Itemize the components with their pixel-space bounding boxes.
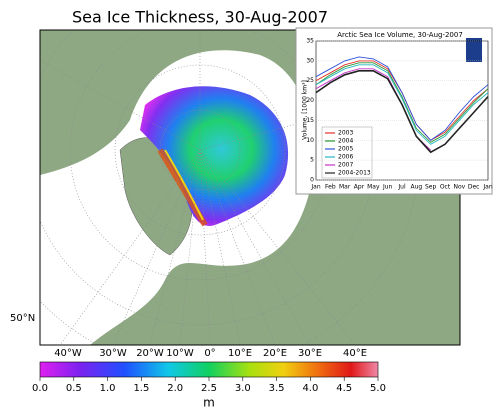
lon-label: 20°E [263, 348, 287, 359]
colorbar-tick-label: 3.5 [269, 383, 285, 394]
sea-ice-thick [164, 149, 204, 221]
series-line [315, 70, 489, 154]
colorbar-tick-label: 1.0 [100, 383, 116, 394]
map-title: Sea Ice Thickness, 30-Aug-2007 [72, 8, 328, 27]
series-line [315, 62, 489, 143]
colorbar-label: m [203, 396, 215, 410]
colorbar-tick-label: 4.0 [302, 383, 318, 394]
sea-ice [140, 86, 289, 226]
legend-label: 2003 [338, 130, 353, 137]
y-tick-label: 10 [306, 137, 314, 144]
colorbar-tick-label: 1.5 [133, 383, 149, 394]
colorbar-tick-label: 3.0 [235, 383, 251, 394]
colorbar [39, 361, 379, 378]
lon-label: 10°E [228, 348, 252, 359]
x-tick-label: Feb [325, 184, 336, 191]
colorbar-tick-label: 4.5 [336, 383, 352, 394]
y-tick-label: 35 [306, 38, 314, 45]
lon-label: 30°W [99, 348, 127, 359]
legend-label: 2006 [338, 154, 353, 161]
y-tick-label: 5 [310, 157, 314, 164]
colorbar-tick-label: 0.5 [66, 383, 82, 394]
legend-label: 2007 [338, 162, 353, 169]
y-tick-label: 0 [310, 177, 314, 184]
legend-label: 2004-2013 [338, 170, 371, 177]
x-tick-label: Jul [397, 184, 406, 191]
x-tick-label: Jun [382, 184, 393, 191]
ocean [40, 224, 110, 330]
legend-label: 2004 [338, 138, 353, 145]
lat-label: 50°N [10, 313, 35, 324]
x-tick-label: Dec [468, 184, 480, 191]
colorbar-tick-label: 2.5 [201, 383, 217, 394]
y-tick-label: 15 [306, 117, 314, 124]
x-tick-label: Jan [310, 184, 320, 191]
x-tick-label: Nov [453, 184, 465, 191]
chart-title: Arctic Sea Ice Volume, 30-Aug-2007 [337, 31, 463, 39]
y-axis-label: Volume, [1000 km³] [302, 80, 309, 140]
x-tick-label: Sep [425, 184, 437, 191]
x-tick-label: Aug [410, 184, 422, 191]
lon-label: 40°E [343, 348, 367, 359]
sea-ice-thick [157, 148, 208, 227]
logo [466, 38, 482, 62]
colorbar-tick-label: 0.0 [32, 383, 48, 394]
colorbar-tick-label: 5.0 [370, 383, 386, 394]
lon-label: 20°W [136, 348, 164, 359]
x-tick-label: Apr [354, 184, 365, 191]
lon-label: 0° [204, 348, 215, 359]
legend-label: 2005 [338, 146, 353, 153]
series-line [315, 56, 489, 141]
y-tick-label: 30 [306, 57, 314, 64]
lon-label: 40°W [54, 348, 82, 359]
y-tick-label: 20 [306, 97, 314, 104]
x-tick-label: May [367, 184, 380, 191]
colorbar-tick-label: 2.0 [167, 383, 183, 394]
lon-label: 10°W [166, 348, 194, 359]
legend [321, 126, 373, 179]
lon-label: 30°E [298, 348, 322, 359]
x-tick-label: Oct [440, 184, 451, 191]
series-line [315, 64, 489, 145]
x-tick-label: Mar [339, 184, 351, 191]
y-tick-label: 25 [306, 77, 314, 84]
x-tick-label: Jan [482, 184, 492, 191]
